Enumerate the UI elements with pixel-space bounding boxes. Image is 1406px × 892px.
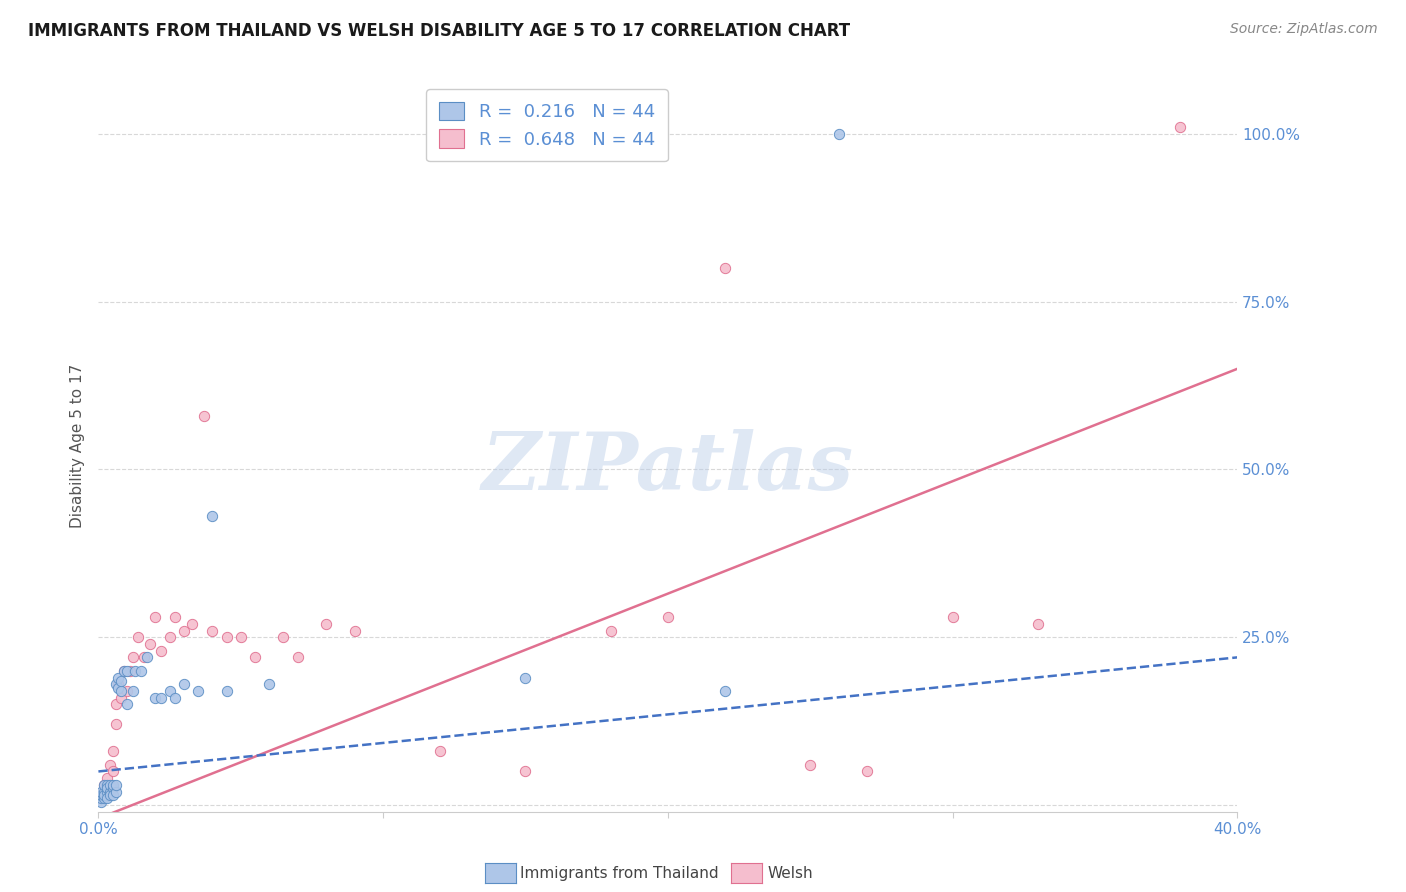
Point bbox=[98, 757, 121, 772]
Point bbox=[201, 509, 224, 524]
Point bbox=[112, 664, 135, 678]
Y-axis label: Disability Age 5 to 17: Disability Age 5 to 17 bbox=[70, 364, 86, 528]
Point bbox=[96, 784, 118, 798]
Point bbox=[90, 784, 112, 798]
Point bbox=[93, 791, 115, 805]
Point bbox=[96, 791, 118, 805]
Point bbox=[343, 624, 366, 638]
Point bbox=[173, 677, 195, 691]
Point bbox=[104, 717, 127, 731]
Point bbox=[215, 684, 238, 698]
Point bbox=[150, 643, 173, 657]
Point bbox=[159, 684, 181, 698]
Point bbox=[98, 788, 121, 802]
Point bbox=[714, 261, 737, 276]
Point bbox=[1170, 120, 1192, 135]
Point bbox=[93, 788, 115, 802]
Point bbox=[201, 624, 224, 638]
Point bbox=[115, 684, 138, 698]
Text: IMMIGRANTS FROM THAILAND VS WELSH DISABILITY AGE 5 TO 17 CORRELATION CHART: IMMIGRANTS FROM THAILAND VS WELSH DISABI… bbox=[28, 22, 851, 40]
Point bbox=[121, 650, 143, 665]
Point bbox=[145, 610, 167, 624]
Point bbox=[90, 795, 112, 809]
Point bbox=[104, 778, 127, 792]
Point bbox=[90, 791, 112, 805]
Point bbox=[115, 698, 138, 712]
Point bbox=[193, 409, 215, 423]
Point bbox=[259, 677, 281, 691]
Point bbox=[600, 624, 623, 638]
Point bbox=[150, 690, 173, 705]
Point bbox=[107, 681, 129, 695]
Point bbox=[98, 778, 121, 792]
Point bbox=[115, 664, 138, 678]
Point bbox=[90, 788, 112, 802]
Point bbox=[138, 637, 160, 651]
Point bbox=[101, 781, 124, 796]
Point bbox=[107, 677, 129, 691]
Point bbox=[515, 764, 537, 779]
Point bbox=[101, 788, 124, 802]
Point bbox=[112, 664, 135, 678]
Point bbox=[96, 784, 118, 798]
Legend: R =  0.216   N = 44, R =  0.648   N = 44: R = 0.216 N = 44, R = 0.648 N = 44 bbox=[426, 89, 668, 161]
Point bbox=[107, 671, 129, 685]
Point bbox=[101, 744, 124, 758]
Point bbox=[129, 664, 152, 678]
Point bbox=[124, 664, 146, 678]
Point bbox=[96, 781, 118, 796]
Point bbox=[93, 778, 115, 792]
Point bbox=[145, 690, 167, 705]
Point bbox=[215, 630, 238, 644]
Point bbox=[828, 127, 851, 141]
Point bbox=[110, 690, 132, 705]
Point bbox=[165, 690, 187, 705]
Point bbox=[181, 616, 204, 631]
Point bbox=[429, 744, 451, 758]
Point bbox=[173, 624, 195, 638]
Point bbox=[98, 784, 121, 798]
Point bbox=[93, 784, 115, 798]
Point bbox=[187, 684, 209, 698]
Point bbox=[165, 610, 187, 624]
Point bbox=[90, 791, 112, 805]
Point bbox=[110, 684, 132, 698]
Point bbox=[101, 778, 124, 792]
Point bbox=[104, 698, 127, 712]
Text: Welsh: Welsh bbox=[768, 866, 813, 880]
Point bbox=[93, 778, 115, 792]
Point bbox=[93, 784, 115, 798]
Point bbox=[287, 650, 309, 665]
Point bbox=[127, 630, 149, 644]
Point bbox=[101, 764, 124, 779]
Point bbox=[121, 684, 143, 698]
Point bbox=[1026, 616, 1049, 631]
Text: ZIPatlas: ZIPatlas bbox=[482, 429, 853, 507]
Point bbox=[135, 650, 157, 665]
Point bbox=[515, 671, 537, 685]
Point bbox=[118, 664, 141, 678]
Point bbox=[104, 784, 127, 798]
Point bbox=[714, 684, 737, 698]
Point bbox=[132, 650, 155, 665]
Point bbox=[96, 771, 118, 785]
Point bbox=[104, 677, 127, 691]
Point bbox=[315, 616, 337, 631]
Point bbox=[942, 610, 965, 624]
Point bbox=[273, 630, 295, 644]
Point bbox=[159, 630, 181, 644]
Point bbox=[657, 610, 679, 624]
Text: Source: ZipAtlas.com: Source: ZipAtlas.com bbox=[1230, 22, 1378, 37]
Point bbox=[799, 757, 821, 772]
Point bbox=[856, 764, 879, 779]
Point bbox=[96, 778, 118, 792]
Point bbox=[243, 650, 266, 665]
Text: Immigrants from Thailand: Immigrants from Thailand bbox=[520, 866, 718, 880]
Point bbox=[110, 673, 132, 688]
Point bbox=[229, 630, 252, 644]
